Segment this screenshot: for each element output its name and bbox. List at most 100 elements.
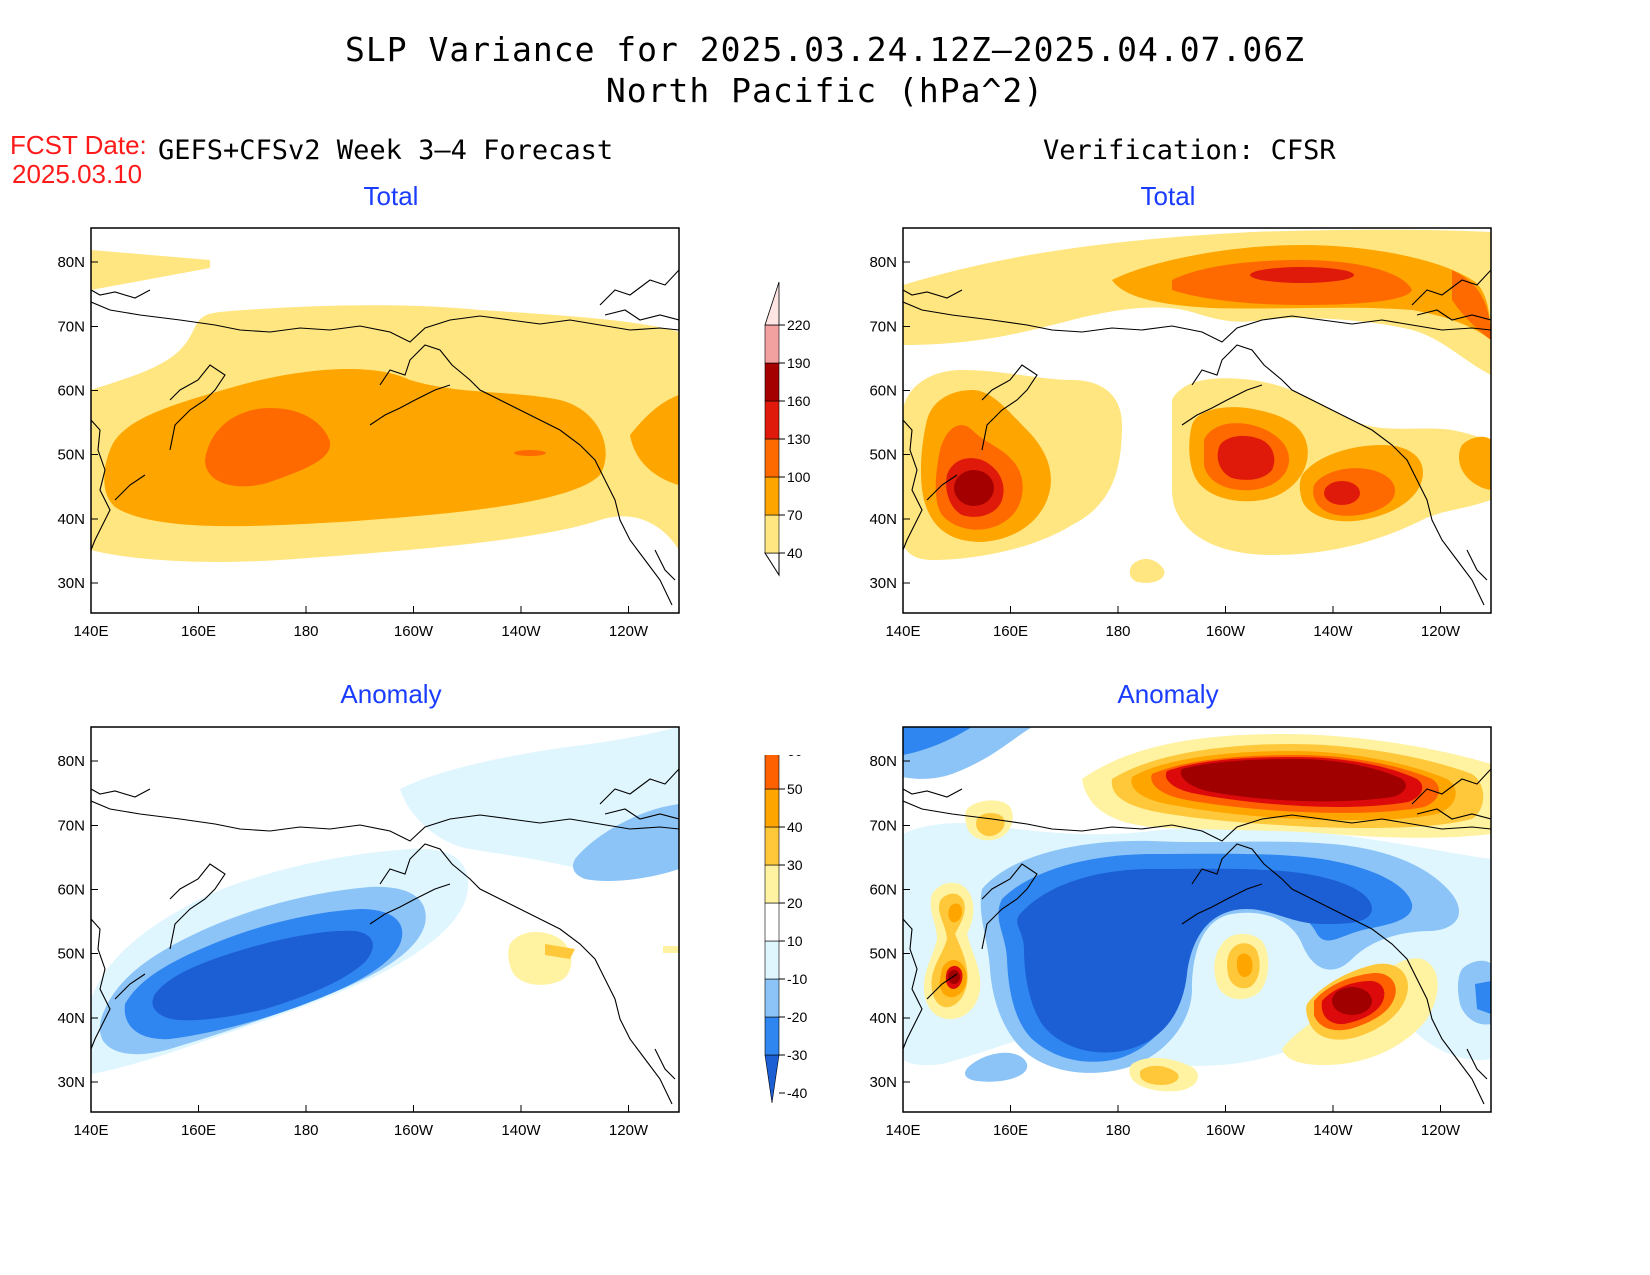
lat-tick-label: 50N [57, 447, 85, 464]
colorbar-label: 20 [787, 895, 803, 911]
colorbar-box [764, 1016, 780, 1056]
colorbar-box [764, 324, 780, 364]
lon-axis-forecast-total: 140E 160E 180 160W 140W 120W [73, 606, 649, 640]
colorbar-lower-arrow [764, 1054, 780, 1104]
lon-tick-label: 160W [394, 1122, 434, 1139]
lat-tick-label: 60N [869, 882, 897, 899]
coastlines-forecast-anomaly [91, 768, 679, 1105]
lat-tick-label: 40N [869, 1010, 897, 1027]
lon-tick-label: 140E [73, 1122, 108, 1139]
lon-tick-label: 140E [885, 623, 920, 640]
lat-tick-label: 70N [57, 319, 85, 336]
main-subtitle: North Pacific (hPa^2) [605, 71, 1045, 110]
lon-tick-label: 120W [609, 1122, 649, 1139]
lat-tick-label: 50N [57, 946, 85, 963]
lon-tick-label: 180 [1105, 623, 1130, 640]
lon-tick-label: 140W [501, 1122, 541, 1139]
lat-tick-label: 50N [869, 946, 897, 963]
colorbar-box [764, 940, 780, 980]
lat-tick-label: 40N [869, 511, 897, 528]
colorbar-box [764, 826, 780, 866]
verification-header: Verification: CFSR [1043, 135, 1336, 166]
lon-axis-verification-total: 140E 160E 180 160W 140W 120W [885, 606, 1461, 640]
colorbar-label: -40 [787, 1085, 807, 1101]
lon-tick-label: 160E [181, 623, 216, 640]
colorbar-box [764, 438, 780, 478]
colorbar-label: 30 [787, 857, 803, 873]
lon-tick-label: 180 [1105, 1122, 1130, 1139]
lat-tick-label: 40N [57, 1010, 85, 1027]
lat-axis-forecast-total: 80N 70N 60N 50N 40N 30N [57, 254, 98, 592]
shading-forecast-total [91, 250, 679, 562]
lon-tick-label: 120W [1421, 1122, 1461, 1139]
lat-tick-label: 30N [57, 1074, 85, 1091]
colorbar-label: -20 [787, 1009, 807, 1025]
lat-tick-label: 30N [869, 575, 897, 592]
colorbar-label: 130 [787, 431, 811, 447]
lat-tick-label: 70N [869, 319, 897, 336]
main-title: SLP Variance for 2025.03.24.12Z–2025.04.… [345, 30, 1305, 69]
colorbar-label: 220 [787, 317, 811, 333]
lon-tick-label: 120W [1421, 623, 1461, 640]
colorbar-box [764, 514, 780, 554]
colorbar-label: -30 [787, 1047, 807, 1063]
lon-axis-verification-anomaly: 140E 160E 180 160W 140W 120W [885, 1105, 1461, 1139]
colorbar-box [764, 788, 780, 828]
lat-tick-label: 80N [869, 254, 897, 271]
map-forecast-anomaly: 80N 70N 60N 50N 40N 30N 140E 160E 180 160W 140W 12… [57, 726, 680, 1139]
lon-tick-label: 180 [293, 1122, 318, 1139]
colorbar-box [764, 978, 780, 1018]
map-forecast-total: 80N 70N 60N 50N 40N 30N 140E 160E 180 160W 140W 12… [57, 227, 680, 640]
lon-tick-label: 160E [993, 1122, 1028, 1139]
coastlines-forecast-total [91, 269, 679, 606]
panel-title-forecast-anomaly: Anomaly [340, 679, 442, 709]
lon-tick-label: 140E [73, 623, 108, 640]
panel-title-verification-total: Total [1140, 181, 1196, 211]
lon-tick-label: 180 [293, 623, 318, 640]
colorbar-label: 100 [787, 469, 811, 485]
map-verification-total: 80N 70N 60N 50N 40N 30N 140E 160E 180 160W 140W 12… [869, 227, 1492, 640]
lon-axis-forecast-anomaly: 140E 160E 180 160W 140W 120W [73, 1105, 649, 1139]
colorbar-total: 40 70 100 130 160 190 220 [764, 281, 811, 577]
lon-tick-label: 160W [394, 623, 434, 640]
lon-tick-label: 160W [1206, 1122, 1246, 1139]
colorbar-label: 50 [787, 781, 803, 797]
colorbar-label: 40 [787, 819, 803, 835]
lon-tick-label: 140W [1313, 623, 1353, 640]
shading-verification-total [903, 229, 1491, 583]
lat-tick-label: 60N [869, 383, 897, 400]
forecast-header: GEFS+CFSv2 Week 3–4 Forecast [158, 135, 614, 166]
lat-axis-verification-anomaly: 80N 70N 60N 50N 40N 30N [869, 753, 910, 1091]
colorbar-lower-arrow [764, 552, 780, 577]
fcst-date-label: FCST Date: [10, 130, 147, 160]
fcst-date-value: 2025.03.10 [12, 159, 143, 189]
colorbar-box [764, 864, 780, 904]
colorbar-box [764, 362, 780, 402]
colorbar-box [764, 476, 780, 516]
lat-tick-label: 40N [57, 511, 85, 528]
lon-tick-label: 140W [501, 623, 541, 640]
lat-tick-label: 30N [57, 575, 85, 592]
colorbar-anomaly: -40 -30 -20 -10 10 20 30 40 50 60 [764, 755, 807, 1104]
lat-tick-label: 70N [869, 818, 897, 835]
colorbar-label: 40 [787, 545, 803, 561]
lat-tick-label: 50N [869, 447, 897, 464]
panel-title-verification-anomaly: Anomaly [1117, 679, 1219, 709]
lat-tick-label: 70N [57, 818, 85, 835]
colorbar-box [764, 755, 780, 790]
colorbar-label: 190 [787, 355, 811, 371]
lon-tick-label: 160W [1206, 623, 1246, 640]
colorbar-label: 160 [787, 393, 811, 409]
map-verification-anomaly: 80N 70N 60N 50N 40N 30N 140E 160E 180 160W 140W 12… [869, 726, 1492, 1139]
lon-tick-label: 160E [181, 1122, 216, 1139]
coastlines-verification-anomaly [903, 768, 1491, 1105]
lat-tick-label: 60N [57, 882, 85, 899]
coastlines-verification-total [903, 269, 1491, 606]
lon-tick-label: 160E [993, 623, 1028, 640]
colorbar-label: 70 [787, 507, 803, 523]
shading-verification-anomaly [903, 727, 1491, 1092]
shading-forecast-anomaly [91, 727, 679, 1074]
lon-tick-label: 120W [609, 623, 649, 640]
colorbar-box [764, 902, 780, 942]
colorbar-label: -10 [787, 971, 807, 987]
